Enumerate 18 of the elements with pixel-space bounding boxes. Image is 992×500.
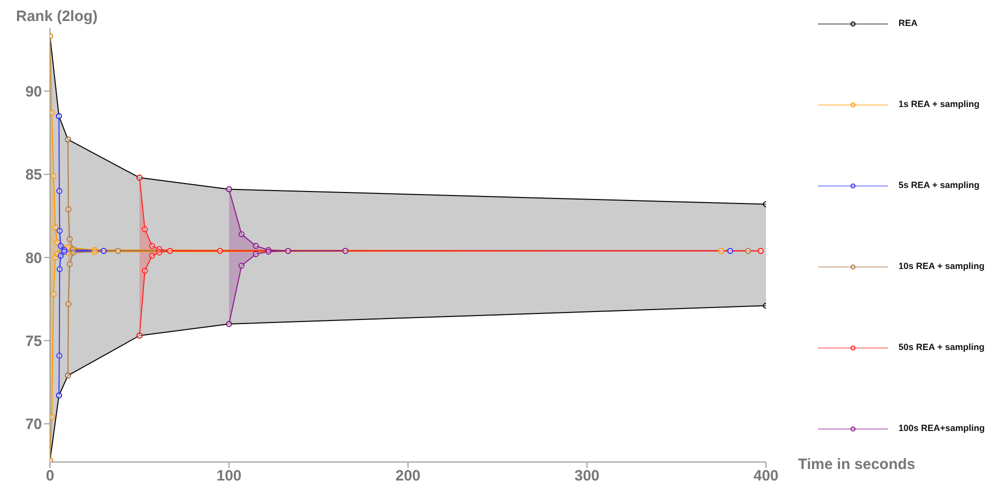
text: 5s REA + sampling (898, 180, 980, 190)
x-tick-label: 400 (753, 468, 779, 485)
x-tick-label: 0 (46, 468, 54, 485)
y-tick-label: 70 (25, 416, 42, 434)
text: 10s REA + sampling (898, 261, 984, 271)
y-tick-label: 90 (25, 84, 42, 101)
y-tick-label: 75 (25, 332, 42, 350)
x-axis-title: Time in seconds (798, 456, 916, 473)
text: 100s REA+sampling (898, 423, 985, 433)
y-axis-title: Rank (2log) (16, 8, 98, 25)
text: 50s REA + sampling (898, 342, 984, 352)
text: 1s REA + sampling (898, 99, 980, 109)
text: REA (898, 18, 918, 28)
x-tick-label: 200 (395, 468, 421, 485)
x-tick-label: 300 (574, 468, 600, 485)
x-tick-label: 100 (216, 468, 242, 485)
y-tick-label: 80 (25, 250, 42, 267)
y-tick-label: 85 (25, 166, 42, 184)
